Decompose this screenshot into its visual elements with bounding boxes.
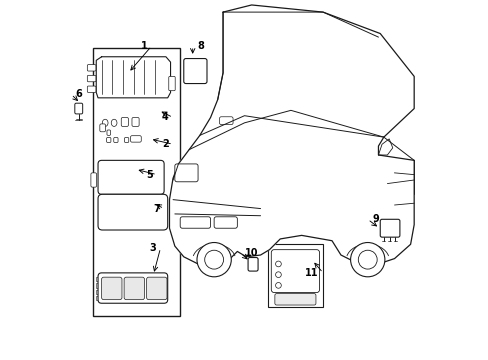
- Bar: [102, 167, 111, 177]
- FancyBboxPatch shape: [106, 138, 111, 143]
- Bar: [93, 48, 180, 316]
- Bar: [290, 280, 298, 287]
- Bar: [300, 250, 307, 257]
- Bar: [96, 296, 98, 300]
- Circle shape: [275, 261, 281, 267]
- FancyBboxPatch shape: [98, 194, 167, 230]
- FancyBboxPatch shape: [87, 86, 96, 93]
- FancyBboxPatch shape: [183, 59, 206, 84]
- FancyBboxPatch shape: [130, 136, 141, 142]
- Bar: [134, 202, 142, 225]
- Bar: [309, 280, 317, 287]
- FancyBboxPatch shape: [124, 138, 128, 143]
- Circle shape: [197, 243, 231, 277]
- Bar: [113, 202, 121, 225]
- Bar: [126, 181, 136, 191]
- Text: 5: 5: [145, 170, 152, 180]
- FancyBboxPatch shape: [91, 173, 97, 187]
- FancyBboxPatch shape: [219, 117, 233, 125]
- Circle shape: [358, 250, 376, 269]
- Bar: [290, 270, 298, 277]
- Polygon shape: [96, 57, 170, 98]
- Text: 2: 2: [162, 139, 168, 149]
- Bar: [300, 260, 307, 267]
- Bar: [300, 280, 307, 287]
- Bar: [309, 260, 317, 267]
- Text: 1: 1: [140, 41, 147, 51]
- Text: 9: 9: [371, 214, 378, 224]
- FancyBboxPatch shape: [87, 75, 96, 82]
- FancyBboxPatch shape: [271, 249, 319, 293]
- FancyBboxPatch shape: [124, 277, 144, 300]
- Bar: [96, 283, 98, 288]
- Bar: [156, 202, 163, 225]
- Bar: [151, 167, 160, 177]
- Bar: [96, 277, 98, 281]
- Bar: [123, 202, 131, 225]
- Bar: [114, 181, 123, 191]
- Bar: [309, 270, 317, 277]
- Bar: [102, 181, 111, 191]
- FancyBboxPatch shape: [146, 277, 166, 300]
- Text: 8: 8: [197, 41, 203, 51]
- FancyBboxPatch shape: [180, 217, 210, 228]
- Bar: [300, 270, 307, 277]
- Circle shape: [350, 243, 384, 277]
- Circle shape: [204, 250, 223, 269]
- Bar: [309, 250, 317, 257]
- Bar: [102, 202, 110, 225]
- FancyBboxPatch shape: [114, 138, 118, 143]
- FancyBboxPatch shape: [98, 273, 167, 303]
- Bar: [114, 167, 123, 177]
- Bar: [139, 181, 148, 191]
- Text: 6: 6: [75, 89, 82, 99]
- FancyBboxPatch shape: [214, 217, 237, 228]
- FancyBboxPatch shape: [132, 117, 139, 126]
- Circle shape: [275, 283, 281, 288]
- Polygon shape: [169, 5, 413, 264]
- FancyBboxPatch shape: [75, 103, 82, 114]
- Text: 4: 4: [162, 112, 168, 122]
- Bar: [145, 202, 153, 225]
- FancyBboxPatch shape: [175, 164, 198, 182]
- Bar: [290, 260, 298, 267]
- Text: 7: 7: [153, 203, 160, 213]
- Bar: [151, 181, 160, 191]
- Text: 3: 3: [149, 243, 156, 253]
- Bar: [96, 290, 98, 294]
- Text: 11: 11: [305, 268, 318, 278]
- FancyBboxPatch shape: [98, 160, 164, 194]
- Ellipse shape: [111, 119, 117, 126]
- Text: 10: 10: [244, 248, 258, 258]
- FancyBboxPatch shape: [107, 130, 110, 135]
- Bar: [267, 244, 323, 307]
- FancyBboxPatch shape: [380, 219, 399, 237]
- Ellipse shape: [102, 119, 108, 126]
- FancyBboxPatch shape: [87, 64, 96, 71]
- Bar: [139, 167, 148, 177]
- FancyBboxPatch shape: [102, 277, 122, 300]
- FancyBboxPatch shape: [274, 294, 315, 305]
- FancyBboxPatch shape: [168, 76, 175, 91]
- Bar: [126, 167, 136, 177]
- Bar: [290, 250, 298, 257]
- FancyBboxPatch shape: [100, 124, 105, 132]
- FancyBboxPatch shape: [121, 117, 128, 126]
- FancyBboxPatch shape: [247, 257, 258, 271]
- Circle shape: [275, 272, 281, 278]
- Polygon shape: [378, 139, 392, 155]
